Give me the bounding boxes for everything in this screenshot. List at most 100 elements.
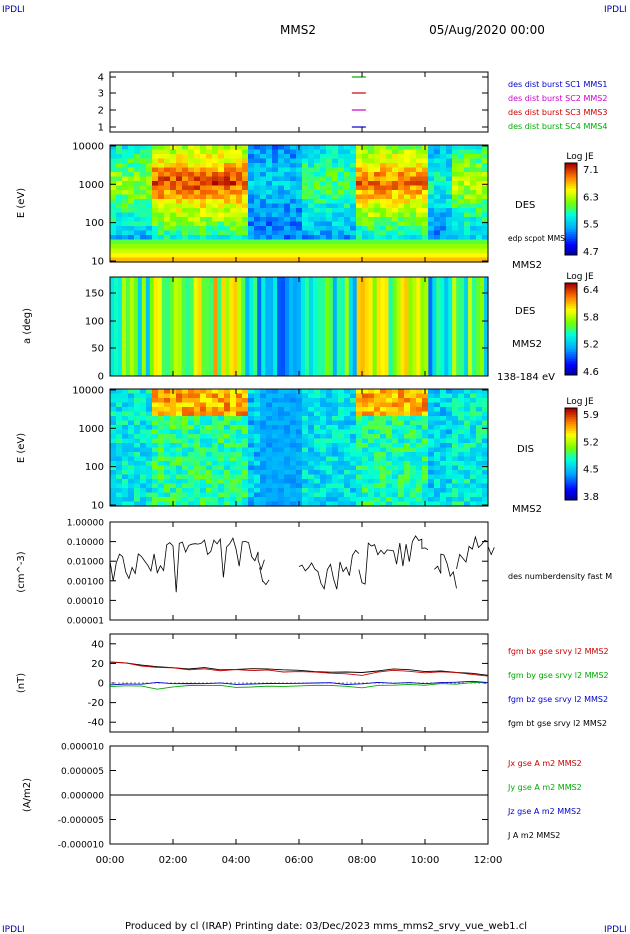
heatmap-cell: [236, 212, 243, 218]
heatmap-cell: [290, 474, 297, 480]
heatmap-cell: [300, 277, 306, 376]
colorbar-cell: [565, 419, 577, 423]
heatmap-cell: [200, 226, 207, 232]
heatmap-cell: [260, 172, 267, 178]
heatmap-cell: [290, 199, 297, 205]
heatmap-cell: [182, 145, 189, 151]
heatmap-cell: [338, 416, 345, 422]
heatmap-cell: [200, 190, 207, 196]
heatmap-cell: [236, 483, 243, 489]
heatmap-cell: [338, 158, 345, 164]
heatmap-cell: [434, 483, 441, 489]
heatmap-cell: [404, 461, 411, 467]
heatmap-cell: [464, 483, 471, 489]
heatmap-cell: [344, 257, 351, 263]
heatmap-cell: [170, 407, 177, 413]
heatmap-cell: [194, 416, 201, 422]
heatmap-cell: [164, 257, 171, 263]
heatmap-cell: [284, 163, 291, 169]
heatmap-cell: [344, 465, 351, 471]
heatmap-cell: [248, 497, 255, 503]
heatmap-cell: [482, 434, 489, 440]
heatmap-cell: [141, 277, 147, 376]
heatmap-cell: [194, 257, 201, 263]
heatmap-cell: [140, 163, 147, 169]
colorbar-cell: [565, 303, 577, 307]
heatmap-cell: [458, 212, 465, 218]
heatmap-cell: [236, 416, 243, 422]
heatmap-cell: [146, 194, 153, 200]
heatmap-cell: [470, 176, 477, 182]
heatmap-cell: [212, 429, 219, 435]
heatmap-cell: [152, 483, 159, 489]
heatmap-cell: [326, 488, 333, 494]
heatmap-cell: [416, 416, 423, 422]
heatmap-cell: [266, 239, 273, 245]
heatmap-cell: [254, 167, 261, 173]
heatmap-cell: [212, 443, 219, 449]
heatmap-cell: [374, 483, 381, 489]
heatmap-cell: [272, 185, 279, 191]
heatmap-cell: [176, 203, 183, 209]
heatmap-cell: [230, 181, 237, 187]
heatmap-cell: [272, 163, 279, 169]
heatmap-cell: [416, 474, 423, 480]
heatmap-cell: [176, 248, 183, 254]
heatmap-cell: [200, 501, 207, 507]
heatmap-cell: [233, 277, 238, 376]
heatmap-cell: [164, 407, 171, 413]
heatmap-cell: [326, 479, 333, 485]
heatmap-cell: [169, 277, 175, 376]
heatmap-cell: [200, 185, 207, 191]
heatmap-cell: [326, 470, 333, 476]
heatmap-cell: [416, 429, 423, 435]
heatmap-cell: [290, 398, 297, 404]
heatmap-cell: [290, 163, 297, 169]
heatmap-cell: [344, 461, 351, 467]
heatmap-dis-energy: [110, 389, 489, 507]
heatmap-cell: [284, 470, 291, 476]
heatmap-cell: [134, 402, 141, 408]
heatmap-cell: [428, 221, 435, 227]
heatmap-cell: [368, 402, 375, 408]
heatmap-cell: [302, 181, 309, 187]
heatmap-cell: [134, 465, 141, 471]
heatmap-cell: [200, 239, 207, 245]
heatmap-cell: [410, 429, 417, 435]
heatmap-cell: [356, 167, 363, 173]
heatmap-cell: [212, 203, 219, 209]
heatmap-cell: [380, 239, 387, 245]
heatmap-cell: [242, 248, 249, 254]
heatmap-cell: [224, 407, 231, 413]
heatmap-cell: [464, 244, 471, 250]
heatmap-cell: [272, 501, 279, 507]
y-tick-label: 20: [91, 659, 104, 670]
heatmap-cell: [158, 190, 165, 196]
heatmap-cell: [362, 456, 369, 462]
heatmap-cell: [290, 158, 297, 164]
heatmap-cell: [446, 393, 453, 399]
heatmap-cell: [236, 257, 243, 263]
heatmap-cell: [134, 443, 141, 449]
heatmap-cell: [224, 253, 231, 259]
heatmap-cell: [278, 456, 285, 462]
heatmap-cell: [140, 411, 147, 417]
colorbar-tick: 3.8: [583, 492, 599, 503]
heatmap-cell: [320, 181, 327, 187]
heatmap-cell: [368, 235, 375, 241]
heatmap-cell: [182, 479, 189, 485]
heatmap-cell: [290, 172, 297, 178]
heatmap-cell: [368, 253, 375, 259]
heatmap-cell: [362, 438, 369, 444]
colorbar-cell: [565, 324, 577, 328]
heatmap-cell: [284, 212, 291, 218]
heatmap-cell: [110, 411, 117, 417]
heatmap-cell: [266, 167, 273, 173]
heatmap-cell: [224, 149, 231, 155]
heatmap-cell: [158, 488, 165, 494]
heatmap-cell: [153, 277, 159, 376]
heatmap-cell: [434, 438, 441, 444]
heatmap-cell: [296, 172, 303, 178]
heatmap-cell: [362, 217, 369, 223]
heatmap-cell: [458, 389, 465, 395]
